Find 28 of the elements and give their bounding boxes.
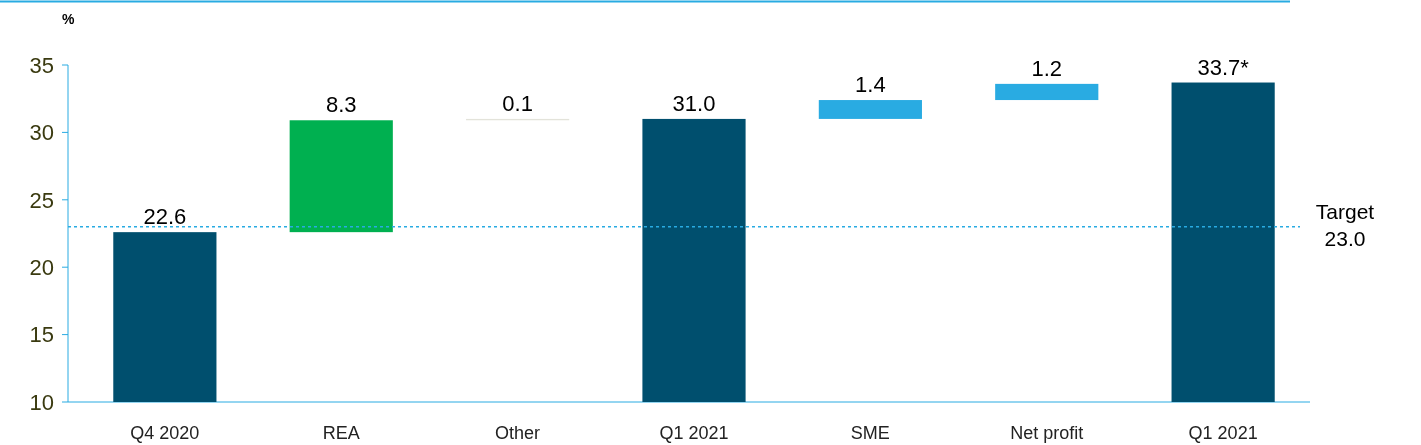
y-tick-label: 15 — [29, 322, 54, 348]
bar — [1171, 82, 1275, 402]
data-label: 31.0 — [672, 90, 716, 116]
y-tick-label: 25 — [29, 187, 54, 213]
bar — [642, 118, 746, 402]
x-tick-label: Q1 2021 — [659, 423, 729, 443]
bar — [113, 232, 217, 402]
x-tick-label: Q1 2021 — [1188, 423, 1258, 443]
bar — [995, 83, 1099, 101]
y-tick-label: 10 — [29, 389, 54, 415]
y-tick-label: 20 — [29, 254, 54, 280]
x-tick-label: SME — [850, 423, 890, 443]
data-label: 0.1 — [502, 90, 533, 116]
x-tick-label: Q4 2020 — [130, 423, 200, 443]
y-tick-label: 30 — [29, 120, 54, 146]
data-label: 8.3 — [325, 92, 357, 118]
data-label: 33.7* — [1197, 54, 1250, 80]
data-label: 1.4 — [855, 72, 886, 98]
data-label: 22.6 — [143, 204, 187, 230]
bar — [818, 100, 922, 119]
x-tick-label: Other — [495, 423, 541, 443]
x-tick-label: REA — [322, 423, 360, 443]
data-label: 1.2 — [1031, 55, 1063, 81]
bar — [289, 120, 393, 233]
x-tick-label: Net profit — [1010, 423, 1084, 443]
y-tick-label: 35 — [29, 52, 54, 78]
ref-line-label: Target 23.0 — [1315, 199, 1375, 250]
y-axis-title: % — [62, 11, 75, 27]
